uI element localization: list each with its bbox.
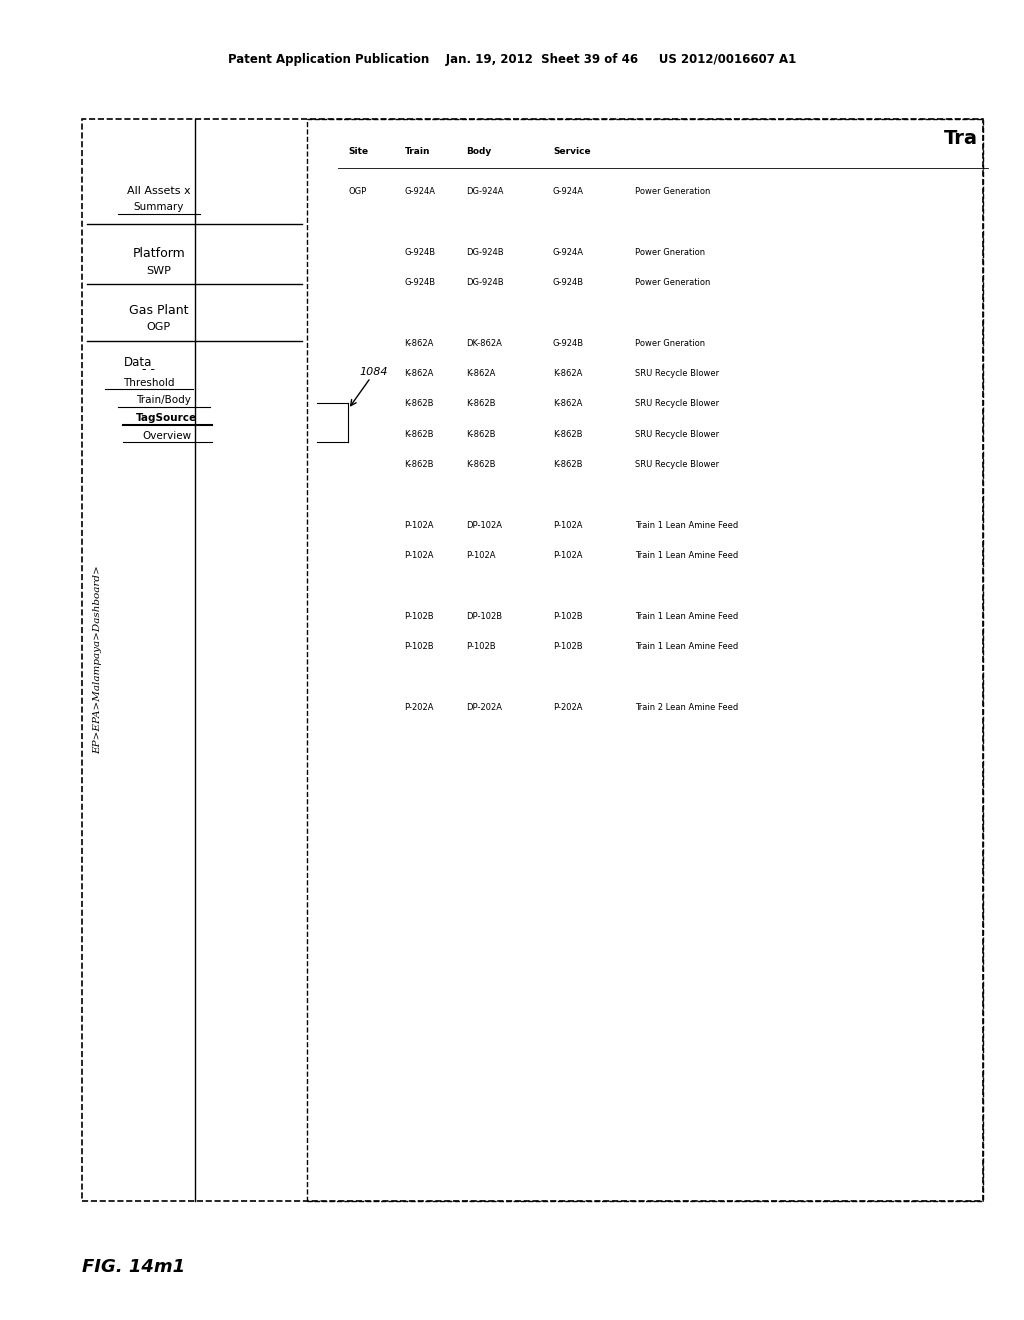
Text: DP-202A: DP-202A: [466, 704, 502, 711]
Text: K-862B: K-862B: [466, 461, 496, 469]
Text: Power Gneration: Power Gneration: [635, 248, 705, 256]
Bar: [307, 119, 983, 1201]
Text: All Assets x: All Assets x: [127, 186, 190, 197]
Text: K-862A: K-862A: [404, 339, 434, 347]
Text: Service: Service: [553, 148, 591, 156]
Text: Train: Train: [404, 148, 430, 156]
Text: P-102B: P-102B: [404, 643, 434, 651]
Text: K-862A: K-862A: [553, 370, 583, 378]
Text: SRU Recycle Blower: SRU Recycle Blower: [635, 430, 719, 438]
Text: P-102A: P-102A: [466, 552, 496, 560]
Text: DG-924B: DG-924B: [466, 248, 504, 256]
Text: G-924B: G-924B: [553, 279, 584, 286]
Text: Power Generation: Power Generation: [635, 279, 711, 286]
Text: DG-924B: DG-924B: [466, 279, 504, 286]
Text: Threshold: Threshold: [123, 378, 174, 388]
Text: FIG. 14m1: FIG. 14m1: [82, 1258, 185, 1276]
Text: SWP: SWP: [146, 265, 171, 276]
Text: OGP: OGP: [348, 187, 367, 195]
Text: P-102A: P-102A: [404, 552, 434, 560]
Text: Tra: Tra: [944, 129, 978, 148]
Text: G-924B: G-924B: [553, 339, 584, 347]
Text: Data: Data: [124, 356, 153, 370]
Text: Gas Plant: Gas Plant: [129, 304, 188, 317]
Text: G-924A: G-924A: [404, 187, 435, 195]
Text: K-862B: K-862B: [404, 400, 434, 408]
Text: SRU Recycle Blower: SRU Recycle Blower: [635, 370, 719, 378]
Text: P-102B: P-102B: [466, 643, 496, 651]
Text: OGP: OGP: [146, 322, 171, 333]
Text: Train 1 Lean Amine Feed: Train 1 Lean Amine Feed: [635, 521, 738, 529]
Text: Power Gneration: Power Gneration: [635, 339, 705, 347]
Text: P-202A: P-202A: [404, 704, 434, 711]
Text: K-862A: K-862A: [404, 370, 434, 378]
Text: P-102B: P-102B: [404, 612, 434, 620]
Text: Body: Body: [466, 148, 492, 156]
Text: EP>EPA>Malampaya>Dashboard>: EP>EPA>Malampaya>Dashboard>: [93, 566, 101, 754]
Text: Train 2 Lean Amine Feed: Train 2 Lean Amine Feed: [635, 704, 738, 711]
Text: K-862A: K-862A: [553, 400, 583, 408]
Text: P-102A: P-102A: [553, 521, 583, 529]
Text: DP-102A: DP-102A: [466, 521, 502, 529]
Text: K-862B: K-862B: [404, 430, 434, 438]
Text: Site: Site: [348, 148, 369, 156]
Text: Patent Application Publication    Jan. 19, 2012  Sheet 39 of 46     US 2012/0016: Patent Application Publication Jan. 19, …: [228, 53, 796, 66]
Text: Platform: Platform: [132, 247, 185, 260]
Text: K-862B: K-862B: [553, 430, 583, 438]
Text: Power Generation: Power Generation: [635, 187, 711, 195]
Text: 1084: 1084: [359, 367, 388, 378]
Text: TagSource: TagSource: [136, 413, 198, 424]
Text: Train 1 Lean Amine Feed: Train 1 Lean Amine Feed: [635, 552, 738, 560]
Text: K-862B: K-862B: [404, 461, 434, 469]
Text: Train 1 Lean Amine Feed: Train 1 Lean Amine Feed: [635, 612, 738, 620]
Text: P-202A: P-202A: [553, 704, 583, 711]
Text: G-924A: G-924A: [553, 187, 584, 195]
Text: SRU Recycle Blower: SRU Recycle Blower: [635, 461, 719, 469]
Text: K-862B: K-862B: [553, 461, 583, 469]
Text: DG-924A: DG-924A: [466, 187, 504, 195]
Text: - -: - -: [142, 363, 155, 376]
Text: P-102B: P-102B: [553, 612, 583, 620]
Text: Overview: Overview: [142, 430, 191, 441]
Bar: [82, 119, 983, 1201]
Text: G-924A: G-924A: [553, 248, 584, 256]
Text: G-924B: G-924B: [404, 279, 435, 286]
Text: DK-862A: DK-862A: [466, 339, 502, 347]
Text: K-862B: K-862B: [466, 430, 496, 438]
Text: G-924B: G-924B: [404, 248, 435, 256]
Text: Summary: Summary: [133, 202, 184, 213]
Text: P-102B: P-102B: [553, 643, 583, 651]
Text: K-862B: K-862B: [466, 400, 496, 408]
Text: Train/Body: Train/Body: [136, 395, 191, 405]
Text: P-102A: P-102A: [553, 552, 583, 560]
Text: Train 1 Lean Amine Feed: Train 1 Lean Amine Feed: [635, 643, 738, 651]
Text: SRU Recycle Blower: SRU Recycle Blower: [635, 400, 719, 408]
Text: K-862A: K-862A: [466, 370, 496, 378]
Text: P-102A: P-102A: [404, 521, 434, 529]
Text: DP-102B: DP-102B: [466, 612, 502, 620]
